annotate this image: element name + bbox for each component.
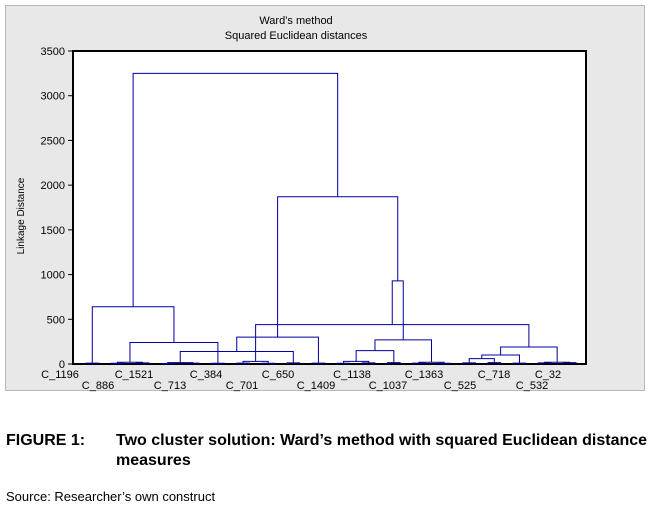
dendrogram-link <box>412 362 426 364</box>
dendrogram-link <box>186 362 200 364</box>
x-leaf-label: C_1409 <box>297 380 336 392</box>
x-leaf-label: C_32 <box>535 369 561 381</box>
dendrogram-link <box>85 362 100 364</box>
dendrogram-link <box>91 306 175 364</box>
x-leaf-label: C_525 <box>444 380 476 392</box>
figure-number: FIGURE 1: <box>6 432 86 449</box>
dendrogram-link <box>355 350 395 363</box>
dendrogram-link <box>562 362 577 364</box>
dendrogram-links <box>85 72 577 364</box>
dendrogram-link <box>437 362 451 364</box>
dendrogram-link <box>336 362 351 364</box>
source-note: Source: Researcher’s own construct <box>6 489 216 504</box>
x-leaf-label: C_718 <box>478 369 510 381</box>
x-leaf-label: C_1196 <box>41 369 79 381</box>
y-tick-label: 3500 <box>41 46 65 58</box>
dendrogram-link <box>277 196 399 338</box>
y-tick-label: 1500 <box>41 225 65 237</box>
y-axis-ticks: 0 500 1000 1500 2000 2500 3000 3500 <box>41 46 73 371</box>
dendrogram-link <box>512 362 527 364</box>
dendrogram-link <box>311 362 326 364</box>
dendrogram-link <box>500 346 558 363</box>
x-leaf-label: C_886 <box>82 380 114 392</box>
chart-panel: Ward’s method Squared Euclidean distance… <box>5 5 645 392</box>
y-tick-label: 2500 <box>41 135 65 147</box>
y-tick-label: 2000 <box>41 180 65 192</box>
dendrogram-link <box>387 362 401 364</box>
x-leaf-label: C_701 <box>226 380 258 392</box>
x-leaf-label: C_650 <box>262 369 294 381</box>
dendrogram-link <box>236 362 250 364</box>
x-leaf-label: C_1037 <box>369 380 408 392</box>
dendrogram-link <box>132 72 339 307</box>
dendrogram-link <box>462 362 476 364</box>
x-leaf-label: C_1138 <box>333 369 371 381</box>
dendrogram-link <box>160 362 175 364</box>
x-leaf-label: C_532 <box>516 380 548 392</box>
x-leaf-label: C_1363 <box>405 369 444 381</box>
x-leaf-label: C_1521 <box>115 369 154 381</box>
dendrogram-link <box>167 362 194 364</box>
x-leaf-label: C_713 <box>154 380 186 392</box>
chart-subtitle: Squared Euclidean distances <box>225 30 368 42</box>
plot-area <box>72 50 587 365</box>
dendrogram-link <box>211 362 225 364</box>
dendrogram-link <box>261 362 275 364</box>
y-axis-label: Linkage Distance <box>16 177 27 254</box>
dendrogram-link <box>361 362 376 364</box>
x-axis-leaf-labels: C_1196 C_1521 C_384 C_650 C_1138 C_1363 C_718 C… <box>41 369 561 392</box>
x-leaf-label: C_384 <box>190 369 222 381</box>
y-tick-label: 500 <box>47 314 65 326</box>
dendrogram-chart: Ward’s method Squared Euclidean distance… <box>16 15 587 392</box>
chart-title: Ward’s method <box>259 15 332 27</box>
y-tick-label: 1000 <box>41 270 65 282</box>
dendrogram-link <box>286 362 301 364</box>
y-tick-label: 3000 <box>41 91 65 103</box>
dendrogram-link <box>537 362 552 364</box>
dendrogram-link <box>487 362 502 364</box>
dendrogram-link <box>135 362 150 364</box>
dendrogram-link <box>110 362 125 364</box>
figure-caption-text: Two cluster solution: Ward’s method with… <box>116 432 648 469</box>
y-tick-label: 0 <box>59 359 65 371</box>
